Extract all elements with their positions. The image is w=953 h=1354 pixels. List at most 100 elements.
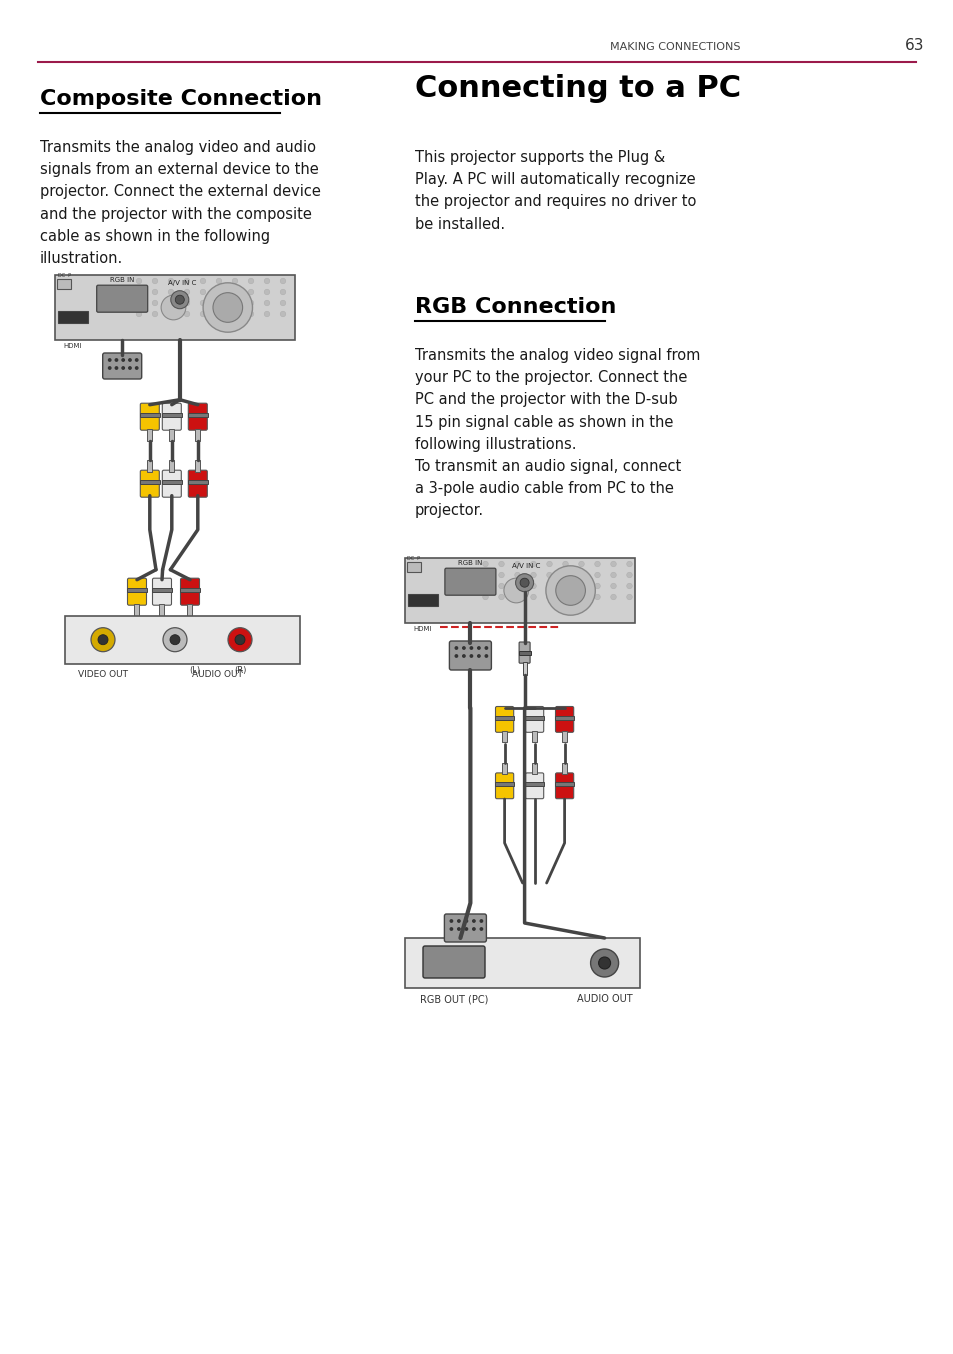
Circle shape: [280, 290, 286, 295]
Circle shape: [578, 584, 583, 589]
FancyBboxPatch shape: [140, 403, 159, 431]
Circle shape: [203, 283, 253, 332]
Text: AUDIO OUT: AUDIO OUT: [577, 994, 632, 1005]
Circle shape: [115, 367, 117, 370]
FancyBboxPatch shape: [532, 731, 537, 742]
FancyBboxPatch shape: [96, 286, 148, 313]
Circle shape: [184, 290, 190, 295]
FancyBboxPatch shape: [162, 403, 181, 431]
Circle shape: [91, 628, 115, 651]
Circle shape: [115, 359, 117, 362]
Circle shape: [184, 301, 190, 306]
Text: RGB Connection: RGB Connection: [415, 297, 616, 317]
Circle shape: [610, 584, 616, 589]
FancyBboxPatch shape: [555, 773, 573, 799]
Circle shape: [498, 594, 504, 600]
FancyBboxPatch shape: [188, 413, 208, 417]
Circle shape: [200, 301, 206, 306]
Text: HDMI: HDMI: [414, 626, 432, 632]
Circle shape: [515, 594, 519, 600]
Text: RGB IN: RGB IN: [110, 276, 134, 283]
FancyBboxPatch shape: [169, 429, 174, 440]
Circle shape: [168, 311, 173, 317]
Circle shape: [598, 957, 610, 969]
FancyBboxPatch shape: [127, 588, 147, 592]
Circle shape: [562, 594, 568, 600]
Circle shape: [626, 584, 632, 589]
Circle shape: [455, 655, 457, 657]
Circle shape: [280, 301, 286, 306]
FancyBboxPatch shape: [195, 460, 200, 471]
Circle shape: [216, 311, 221, 317]
Circle shape: [519, 578, 529, 588]
FancyBboxPatch shape: [169, 460, 174, 471]
Circle shape: [152, 278, 157, 284]
Circle shape: [482, 573, 488, 578]
Circle shape: [610, 594, 616, 600]
FancyBboxPatch shape: [495, 783, 514, 787]
FancyBboxPatch shape: [152, 588, 172, 592]
FancyBboxPatch shape: [407, 562, 420, 571]
Circle shape: [477, 647, 479, 649]
Text: This projector supports the Plug &
Play. A PC will automatically recognize
the p: This projector supports the Plug & Play.…: [415, 150, 696, 232]
Circle shape: [264, 311, 270, 317]
Circle shape: [594, 573, 599, 578]
FancyBboxPatch shape: [147, 429, 152, 440]
Circle shape: [578, 573, 583, 578]
FancyBboxPatch shape: [405, 558, 635, 623]
Circle shape: [129, 367, 131, 370]
Circle shape: [136, 278, 142, 284]
Circle shape: [280, 278, 286, 284]
Circle shape: [455, 647, 457, 649]
Circle shape: [152, 301, 157, 306]
Circle shape: [264, 278, 270, 284]
Circle shape: [594, 561, 599, 567]
Circle shape: [232, 290, 237, 295]
Circle shape: [109, 367, 111, 370]
Circle shape: [578, 594, 583, 600]
Circle shape: [280, 311, 286, 317]
Circle shape: [594, 594, 599, 600]
FancyBboxPatch shape: [518, 651, 530, 655]
Text: Connecting to a PC: Connecting to a PC: [415, 74, 740, 103]
Circle shape: [161, 295, 186, 320]
Circle shape: [184, 278, 190, 284]
Circle shape: [590, 949, 618, 978]
Circle shape: [450, 919, 452, 922]
Circle shape: [462, 655, 465, 657]
Circle shape: [136, 311, 142, 317]
Text: DC  P: DC P: [57, 274, 71, 278]
Text: Transmits the analog video signal from
your PC to the projector. Connect the
PC : Transmits the analog video signal from y…: [415, 348, 700, 519]
Circle shape: [626, 573, 632, 578]
FancyBboxPatch shape: [180, 588, 200, 592]
FancyBboxPatch shape: [147, 460, 152, 471]
Circle shape: [556, 575, 585, 605]
Circle shape: [136, 290, 142, 295]
FancyBboxPatch shape: [524, 716, 543, 720]
Circle shape: [562, 561, 568, 567]
Text: Transmits the analog video and audio
signals from an external device to the
proj: Transmits the analog video and audio sig…: [40, 139, 320, 265]
Circle shape: [170, 635, 180, 645]
FancyBboxPatch shape: [405, 938, 639, 988]
Circle shape: [462, 647, 465, 649]
FancyBboxPatch shape: [188, 481, 208, 485]
Circle shape: [477, 655, 479, 657]
Circle shape: [264, 290, 270, 295]
Circle shape: [498, 584, 504, 589]
Circle shape: [200, 311, 206, 317]
Circle shape: [470, 647, 472, 649]
Circle shape: [482, 561, 488, 567]
Text: Composite Connection: Composite Connection: [40, 89, 322, 110]
Circle shape: [479, 927, 482, 930]
Circle shape: [248, 290, 253, 295]
Circle shape: [610, 561, 616, 567]
Text: AUDIO OUT: AUDIO OUT: [192, 670, 242, 678]
Circle shape: [168, 301, 173, 306]
FancyBboxPatch shape: [561, 764, 566, 774]
Circle shape: [594, 584, 599, 589]
Circle shape: [562, 584, 568, 589]
Circle shape: [465, 927, 467, 930]
FancyBboxPatch shape: [532, 764, 537, 774]
FancyBboxPatch shape: [555, 783, 574, 787]
Circle shape: [485, 655, 487, 657]
